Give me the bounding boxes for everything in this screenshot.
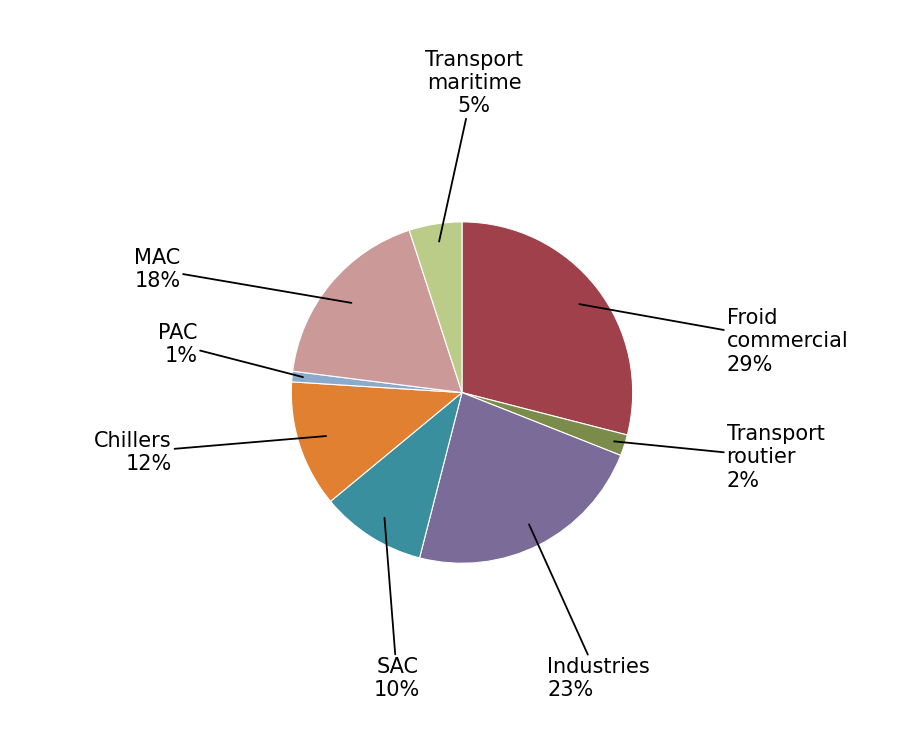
Wedge shape <box>419 393 621 563</box>
Wedge shape <box>292 371 462 393</box>
Wedge shape <box>462 393 627 455</box>
Text: Industries
23%: Industries 23% <box>529 524 650 701</box>
Text: SAC
10%: SAC 10% <box>374 518 420 701</box>
Text: MAC
18%: MAC 18% <box>134 248 351 303</box>
Wedge shape <box>462 222 633 435</box>
Text: Transport
maritime
5%: Transport maritime 5% <box>425 50 523 242</box>
Text: Transport
routier
2%: Transport routier 2% <box>614 424 824 490</box>
Wedge shape <box>291 382 462 502</box>
Text: PAC
1%: PAC 1% <box>158 323 303 377</box>
Text: Chillers
12%: Chillers 12% <box>94 431 326 474</box>
Wedge shape <box>331 393 462 558</box>
Wedge shape <box>293 231 462 393</box>
Text: Froid
commercial
29%: Froid commercial 29% <box>579 304 848 375</box>
Wedge shape <box>409 222 462 393</box>
